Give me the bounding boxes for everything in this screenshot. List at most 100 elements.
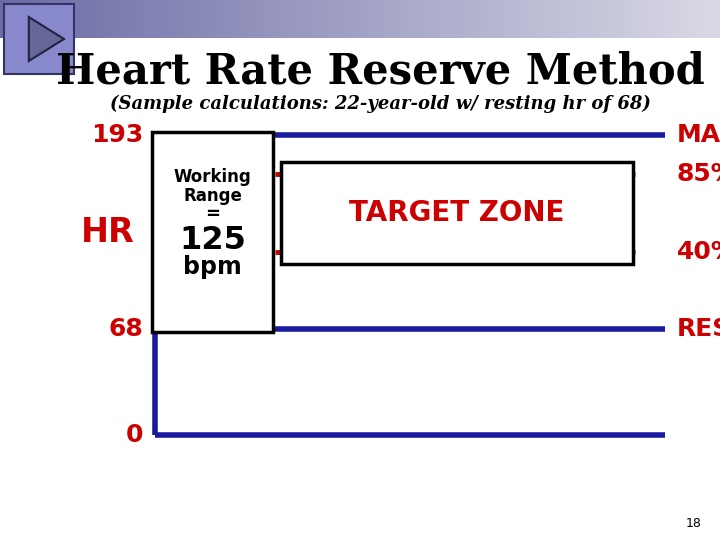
Bar <box>47 0 51 38</box>
Bar <box>364 0 368 38</box>
Bar <box>349 0 354 38</box>
Bar <box>576 0 580 38</box>
Bar <box>284 0 289 38</box>
Bar <box>472 0 476 38</box>
Bar <box>407 0 411 38</box>
Bar <box>76 0 80 38</box>
Bar <box>634 0 638 38</box>
Bar <box>148 0 152 38</box>
Bar <box>457 0 462 38</box>
Bar <box>421 0 426 38</box>
Bar <box>29 0 33 38</box>
Bar <box>263 0 267 38</box>
Bar <box>475 0 480 38</box>
Bar <box>396 0 400 38</box>
Bar <box>94 0 98 38</box>
Bar <box>702 0 706 38</box>
Bar <box>61 0 66 38</box>
Bar <box>486 0 490 38</box>
Bar <box>230 0 235 38</box>
Bar <box>11 0 15 38</box>
Text: TARGET ZONE: TARGET ZONE <box>349 199 564 227</box>
Text: (Sample calculations: 22-year-old w/ resting hr of 68): (Sample calculations: 22-year-old w/ res… <box>109 95 650 113</box>
Bar <box>630 0 634 38</box>
Bar <box>50 0 55 38</box>
Bar <box>346 0 350 38</box>
Text: 193: 193 <box>91 123 143 147</box>
Bar <box>115 0 120 38</box>
Bar <box>173 0 177 38</box>
Bar <box>400 0 404 38</box>
Bar <box>569 0 573 38</box>
Bar <box>601 0 606 38</box>
Bar <box>270 0 274 38</box>
Bar <box>295 0 300 38</box>
Bar <box>151 0 156 38</box>
Bar <box>112 0 116 38</box>
Bar <box>324 0 328 38</box>
Bar <box>684 0 688 38</box>
Bar <box>176 0 181 38</box>
Bar <box>4 4 74 74</box>
Bar <box>0 0 4 38</box>
Bar <box>166 0 170 38</box>
Text: HR: HR <box>81 215 135 248</box>
Bar <box>551 0 555 38</box>
Bar <box>86 0 91 38</box>
Bar <box>187 0 192 38</box>
Bar <box>234 0 238 38</box>
Bar <box>716 0 720 38</box>
Bar <box>659 0 663 38</box>
Bar <box>443 0 447 38</box>
Bar <box>338 0 343 38</box>
Bar <box>288 0 292 38</box>
Bar <box>335 0 339 38</box>
Bar <box>389 0 393 38</box>
Bar <box>652 0 656 38</box>
Bar <box>212 0 217 38</box>
Bar <box>637 0 642 38</box>
Bar <box>79 0 84 38</box>
Bar <box>328 0 332 38</box>
Bar <box>119 0 123 38</box>
Text: =: = <box>205 205 220 223</box>
Bar <box>342 0 346 38</box>
Bar <box>414 0 418 38</box>
Bar <box>450 0 454 38</box>
Bar <box>641 0 645 38</box>
Bar <box>299 0 303 38</box>
Bar <box>158 0 163 38</box>
Bar <box>356 0 361 38</box>
Bar <box>529 0 534 38</box>
Bar <box>360 0 364 38</box>
Bar <box>680 0 685 38</box>
Bar <box>691 0 696 38</box>
Bar <box>353 0 357 38</box>
Bar <box>198 0 202 38</box>
Text: 68: 68 <box>108 318 143 341</box>
Bar <box>688 0 692 38</box>
Bar <box>464 0 469 38</box>
Bar <box>403 0 408 38</box>
Bar <box>536 0 541 38</box>
Bar <box>616 0 620 38</box>
Bar <box>281 0 285 38</box>
Text: 18: 18 <box>686 517 702 530</box>
Bar <box>713 0 717 38</box>
Bar <box>40 0 44 38</box>
Bar <box>497 0 501 38</box>
Bar <box>540 0 544 38</box>
Bar <box>104 0 109 38</box>
Bar <box>454 0 458 38</box>
Bar <box>152 132 273 332</box>
Bar <box>648 0 652 38</box>
Polygon shape <box>29 17 64 61</box>
Text: 125: 125 <box>179 225 246 255</box>
Bar <box>374 0 379 38</box>
Bar <box>382 0 386 38</box>
Bar <box>511 0 516 38</box>
Bar <box>446 0 451 38</box>
Bar <box>194 0 199 38</box>
Bar <box>36 0 40 38</box>
Bar <box>565 0 570 38</box>
